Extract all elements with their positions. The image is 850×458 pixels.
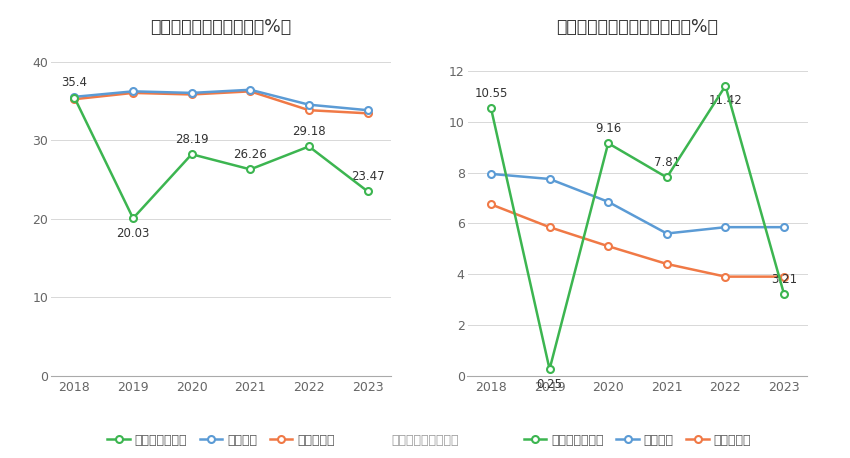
Title: 近年来有息资产负债率情况（%）: 近年来有息资产负债率情况（%）	[557, 18, 718, 36]
Text: 10.55: 10.55	[474, 87, 507, 99]
Text: 28.19: 28.19	[175, 133, 208, 146]
Text: 9.16: 9.16	[595, 122, 621, 135]
Legend: 有息资产负债率, 行业均值, 行业中位数: 有息资产负债率, 行业均值, 行业中位数	[518, 429, 756, 452]
Text: 数据来源：恒生聚源: 数据来源：恒生聚源	[391, 434, 459, 447]
Text: 29.18: 29.18	[292, 125, 326, 138]
Legend: 公司资产负债率, 行业均值, 行业中位数: 公司资产负债率, 行业均值, 行业中位数	[102, 429, 340, 452]
Text: 23.47: 23.47	[351, 170, 384, 183]
Text: 7.81: 7.81	[654, 156, 680, 169]
Title: 近年来资产负债率情况（%）: 近年来资产负债率情况（%）	[150, 18, 292, 36]
Text: 35.4: 35.4	[61, 76, 88, 89]
Text: 3.21: 3.21	[771, 273, 797, 286]
Text: 26.26: 26.26	[234, 148, 267, 161]
Text: 20.03: 20.03	[116, 227, 150, 240]
Text: 11.42: 11.42	[709, 94, 742, 107]
Text: 0.25: 0.25	[536, 377, 563, 391]
